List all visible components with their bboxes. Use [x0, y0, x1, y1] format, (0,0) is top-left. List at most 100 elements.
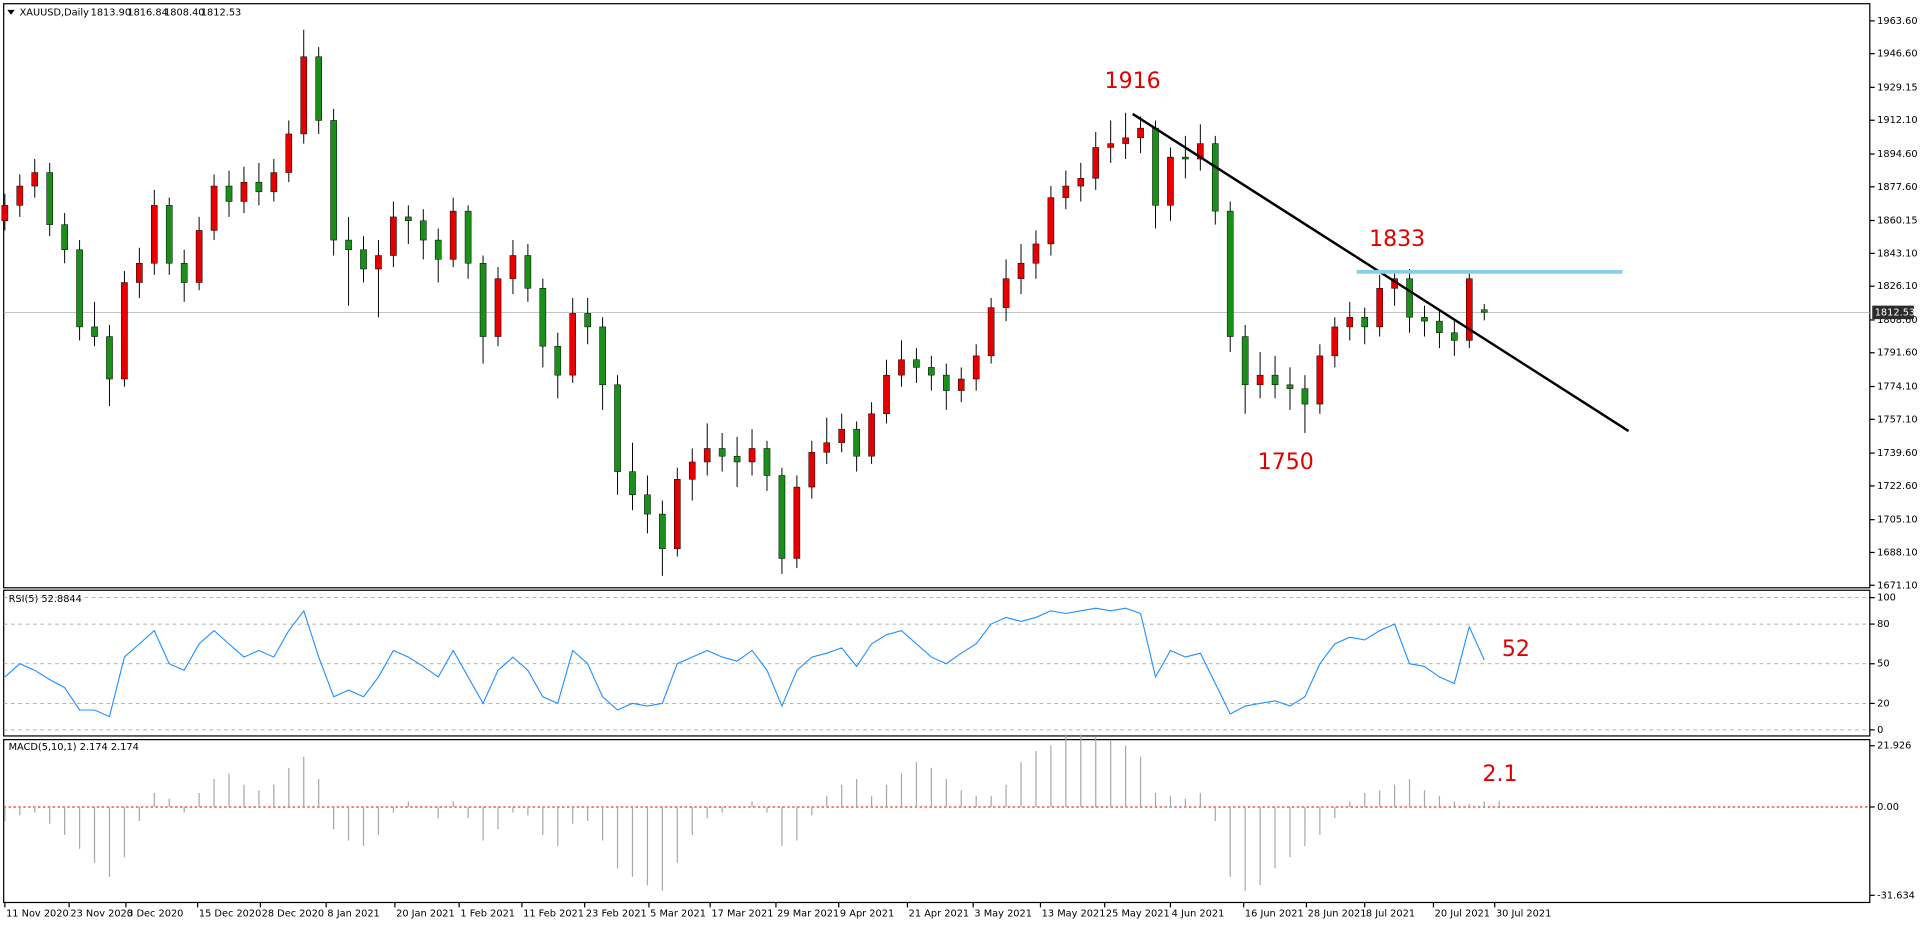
- candle-body: [405, 216, 412, 222]
- candle-body: [1002, 278, 1010, 308]
- y-tick-label: 50: [1877, 659, 1889, 670]
- candle-body: [629, 471, 636, 496]
- candle-body: [1, 205, 9, 222]
- candle-body: [1107, 143, 1114, 148]
- x-tick-label: 13 May 2021: [1042, 909, 1106, 920]
- candle-body: [375, 255, 382, 270]
- x-tick-label: 11 Nov 2020: [6, 909, 69, 920]
- candle-body: [539, 288, 547, 347]
- y-tick-label: 1757.10: [1877, 414, 1917, 425]
- candle-body: [255, 181, 263, 193]
- main-pane: [3, 3, 1871, 589]
- candle-body: [1376, 288, 1383, 328]
- candle-body: [1286, 384, 1294, 389]
- candle-body: [180, 262, 188, 283]
- candle-body: [61, 224, 68, 250]
- candle-body: [136, 262, 143, 283]
- y-tick-label: 1912.10: [1877, 115, 1917, 126]
- collapse-icon[interactable]: [7, 9, 15, 15]
- candle-body: [748, 448, 756, 463]
- x-tick-label: 29 Mar 2021: [777, 909, 839, 920]
- candle-body: [31, 172, 39, 187]
- x-tick-label: 21 Apr 2021: [909, 909, 969, 920]
- y-tick-label: 1705.10: [1877, 515, 1917, 526]
- candle-body: [1211, 143, 1219, 212]
- price-tag-label: 1812.53: [1875, 307, 1915, 318]
- candle-body: [1436, 320, 1443, 333]
- candle-body: [106, 336, 113, 380]
- candle-body: [1256, 374, 1264, 386]
- candle-body: [1092, 147, 1100, 179]
- candle-body: [778, 475, 786, 559]
- candle-body: [1047, 197, 1055, 245]
- candle-body: [1182, 156, 1189, 160]
- candle-body: [1241, 336, 1249, 386]
- candle-body: [1316, 355, 1324, 405]
- candle-body: [718, 448, 726, 457]
- candle-body: [584, 313, 591, 328]
- candle-body: [46, 172, 54, 225]
- candle-body: [1361, 317, 1369, 328]
- x-tick-label: 4 Jun 2021: [1172, 909, 1225, 920]
- candle-body: [150, 205, 158, 264]
- y-tick-label: 100: [1877, 593, 1896, 604]
- candle-body: [285, 133, 293, 173]
- x-tick-label: 3 May 2021: [974, 909, 1032, 920]
- x-tick-label: 23 Nov 2020: [70, 909, 133, 920]
- candle-body: [569, 313, 577, 376]
- candle-body: [913, 359, 920, 368]
- y-tick-label: 1963.60: [1877, 16, 1917, 27]
- candle-body: [345, 239, 352, 250]
- rsi-pane: [3, 589, 1871, 737]
- candle-body: [1122, 137, 1129, 144]
- candle-body: [360, 249, 367, 270]
- candle-body: [195, 230, 203, 283]
- header-close: 1812.53: [201, 7, 241, 18]
- rsi-line: [4, 607, 1485, 718]
- candle-body: [270, 172, 278, 193]
- x-tick-label: 9 Apr 2021: [840, 909, 894, 920]
- candle-body: [464, 210, 472, 264]
- candle-body: [1480, 309, 1488, 313]
- y-tick-label: 1808.60: [1877, 315, 1917, 326]
- y-tick-label: 1826.10: [1877, 281, 1917, 292]
- candle-body: [494, 278, 502, 337]
- y-tick-label: 0.00: [1877, 802, 1899, 813]
- candle-body: [300, 56, 308, 135]
- candle-body: [733, 455, 741, 463]
- candle-body: [91, 326, 98, 337]
- y-tick-label: 80: [1877, 619, 1889, 630]
- annotation: 1833: [1369, 227, 1425, 252]
- candle-body: [16, 185, 24, 206]
- candle-body: [1331, 326, 1339, 357]
- candle-body: [509, 255, 517, 279]
- x-tick-label: 30 Jul 2021: [1496, 909, 1551, 920]
- annotation: 1916: [1105, 69, 1161, 94]
- header-high: 1816.84: [127, 7, 167, 18]
- candle-body: [928, 367, 935, 376]
- x-tick-label: 15 Dec 2020: [199, 909, 262, 920]
- candle-body: [1197, 143, 1204, 160]
- y-tick-label: 1739.60: [1877, 448, 1917, 459]
- candle-body: [1062, 185, 1070, 198]
- candle-body: [644, 494, 651, 515]
- y-tick-label: 1671.10: [1877, 580, 1917, 591]
- candle-body: [659, 513, 666, 550]
- y-tick-label: 1894.60: [1877, 149, 1917, 160]
- candle-body: [225, 185, 233, 202]
- header-low: 1808.40: [164, 7, 204, 18]
- rsi-label: RSI(5) 52.8844: [9, 594, 82, 605]
- candle-body: [1032, 243, 1040, 264]
- y-tick-label: 1774.10: [1877, 382, 1917, 393]
- candle-body: [1421, 317, 1428, 322]
- candle-body: [315, 56, 322, 121]
- y-tick-label: 1860.15: [1877, 215, 1917, 226]
- x-tick-label: 28 Jun 2021: [1308, 909, 1367, 920]
- macd-pane: [3, 739, 1871, 904]
- candle-body: [674, 479, 681, 550]
- y-tick-label: 1688.10: [1877, 547, 1917, 558]
- x-tick-label: 5 Mar 2021: [650, 909, 706, 920]
- candle-body: [1451, 332, 1458, 341]
